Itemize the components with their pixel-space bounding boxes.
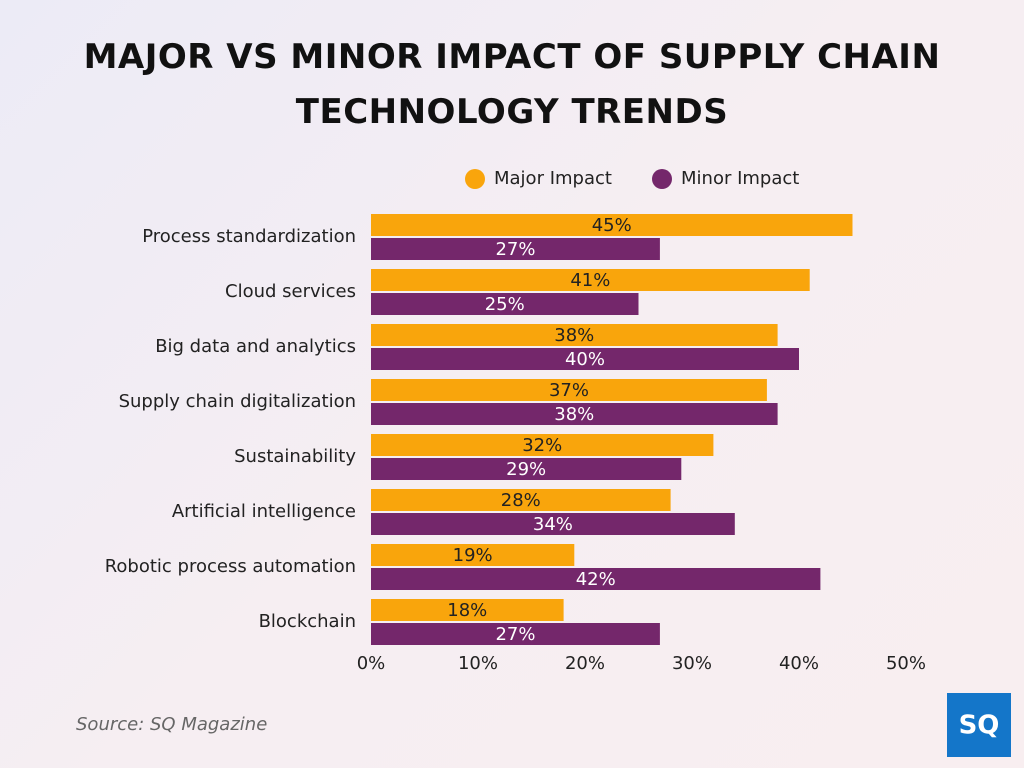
bar — [371, 348, 799, 370]
bar — [371, 379, 767, 401]
value-label: 38% — [554, 325, 594, 346]
bar — [371, 458, 682, 480]
legend-swatch — [652, 169, 672, 189]
value-label: 45% — [592, 215, 632, 236]
x-tick-label: 0% — [357, 653, 386, 674]
value-label: 28% — [501, 490, 541, 511]
value-label: 37% — [549, 380, 589, 401]
y-tick-label: Sustainability — [234, 446, 356, 467]
bar — [371, 544, 575, 566]
bar — [371, 324, 778, 346]
bar — [371, 238, 660, 260]
bar — [371, 269, 810, 291]
bar — [371, 568, 821, 590]
bar — [371, 403, 778, 425]
source: Source: SQ Magazine — [76, 714, 267, 735]
bar — [371, 434, 714, 456]
bar — [371, 513, 735, 535]
value-label: 19% — [453, 545, 493, 566]
value-label: 32% — [522, 435, 562, 456]
value-label: 34% — [533, 514, 573, 535]
bar — [371, 489, 671, 511]
chart-title: MAJOR VS MINOR IMPACT OF SUPPLY CHAIN TE… — [83, 37, 941, 132]
bar — [371, 623, 660, 645]
value-label: 40% — [565, 349, 605, 370]
value-label: 18% — [447, 600, 487, 621]
value-label: 27% — [495, 239, 535, 260]
y-tick-label: Supply chain digitalization — [119, 391, 356, 412]
logo: SQ — [959, 711, 1000, 741]
x-tick-label: 10% — [458, 653, 498, 674]
legend-swatch — [465, 169, 485, 189]
value-label: 42% — [576, 569, 616, 590]
x-tick-label: 20% — [565, 653, 605, 674]
value-label: 41% — [570, 270, 610, 291]
value-label: 29% — [506, 459, 546, 480]
legend-label: Minor Impact — [681, 168, 799, 189]
y-tick-label: Big data and analytics — [155, 336, 356, 357]
x-tick-label: 30% — [672, 653, 712, 674]
x-tick-label: 40% — [779, 653, 819, 674]
y-tick-label: Process standardization — [142, 226, 356, 247]
y-tick-label: Artificial intelligence — [172, 501, 356, 522]
bar — [371, 214, 853, 236]
y-tick-label: Blockchain — [259, 611, 356, 632]
bar — [371, 293, 639, 315]
logo-box — [947, 693, 1011, 757]
bar — [371, 599, 564, 621]
value-label: 25% — [485, 294, 525, 315]
value-label: 38% — [554, 404, 594, 425]
y-tick-label: Cloud services — [225, 281, 356, 302]
value-label: 27% — [495, 624, 535, 645]
y-tick-label: Robotic process automation — [105, 556, 356, 577]
legend-label: Major Impact — [494, 168, 612, 189]
x-tick-label: 50% — [886, 653, 926, 674]
